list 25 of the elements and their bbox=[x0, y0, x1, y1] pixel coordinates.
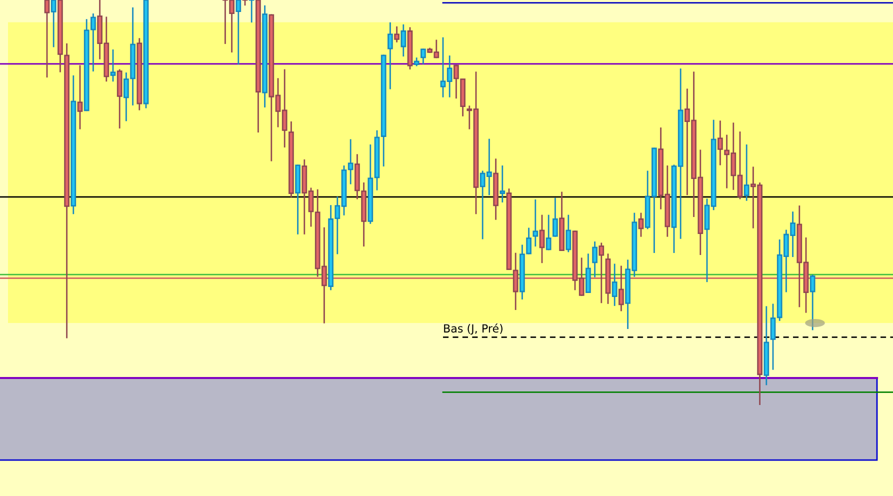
candlestick bbox=[552, 198, 558, 237]
candlestick bbox=[586, 254, 591, 294]
candlestick bbox=[638, 212, 644, 237]
candlestick bbox=[400, 24, 406, 56]
candlestick bbox=[598, 242, 604, 304]
candlestick bbox=[500, 165, 506, 202]
candlestick bbox=[110, 49, 116, 82]
candlestick bbox=[612, 264, 618, 306]
candlestick bbox=[420, 48, 426, 64]
candlestick bbox=[810, 274, 816, 330]
candlestick bbox=[388, 22, 393, 90]
candlestick bbox=[532, 199, 538, 247]
candlestick bbox=[50, 0, 56, 48]
candlestick bbox=[236, 0, 242, 65]
candlestick bbox=[77, 65, 83, 130]
candlestick bbox=[539, 214, 545, 264]
candlestick bbox=[512, 252, 518, 310]
candlestick bbox=[618, 266, 624, 312]
candlestick bbox=[44, 0, 50, 78]
candlestick bbox=[566, 214, 572, 252]
candlestick bbox=[546, 214, 552, 250]
candlestick bbox=[592, 241, 598, 278]
candlestick bbox=[394, 26, 400, 42]
candlestick bbox=[744, 144, 750, 201]
ref-line-label: Bas (J, Pré) bbox=[444, 324, 502, 335]
